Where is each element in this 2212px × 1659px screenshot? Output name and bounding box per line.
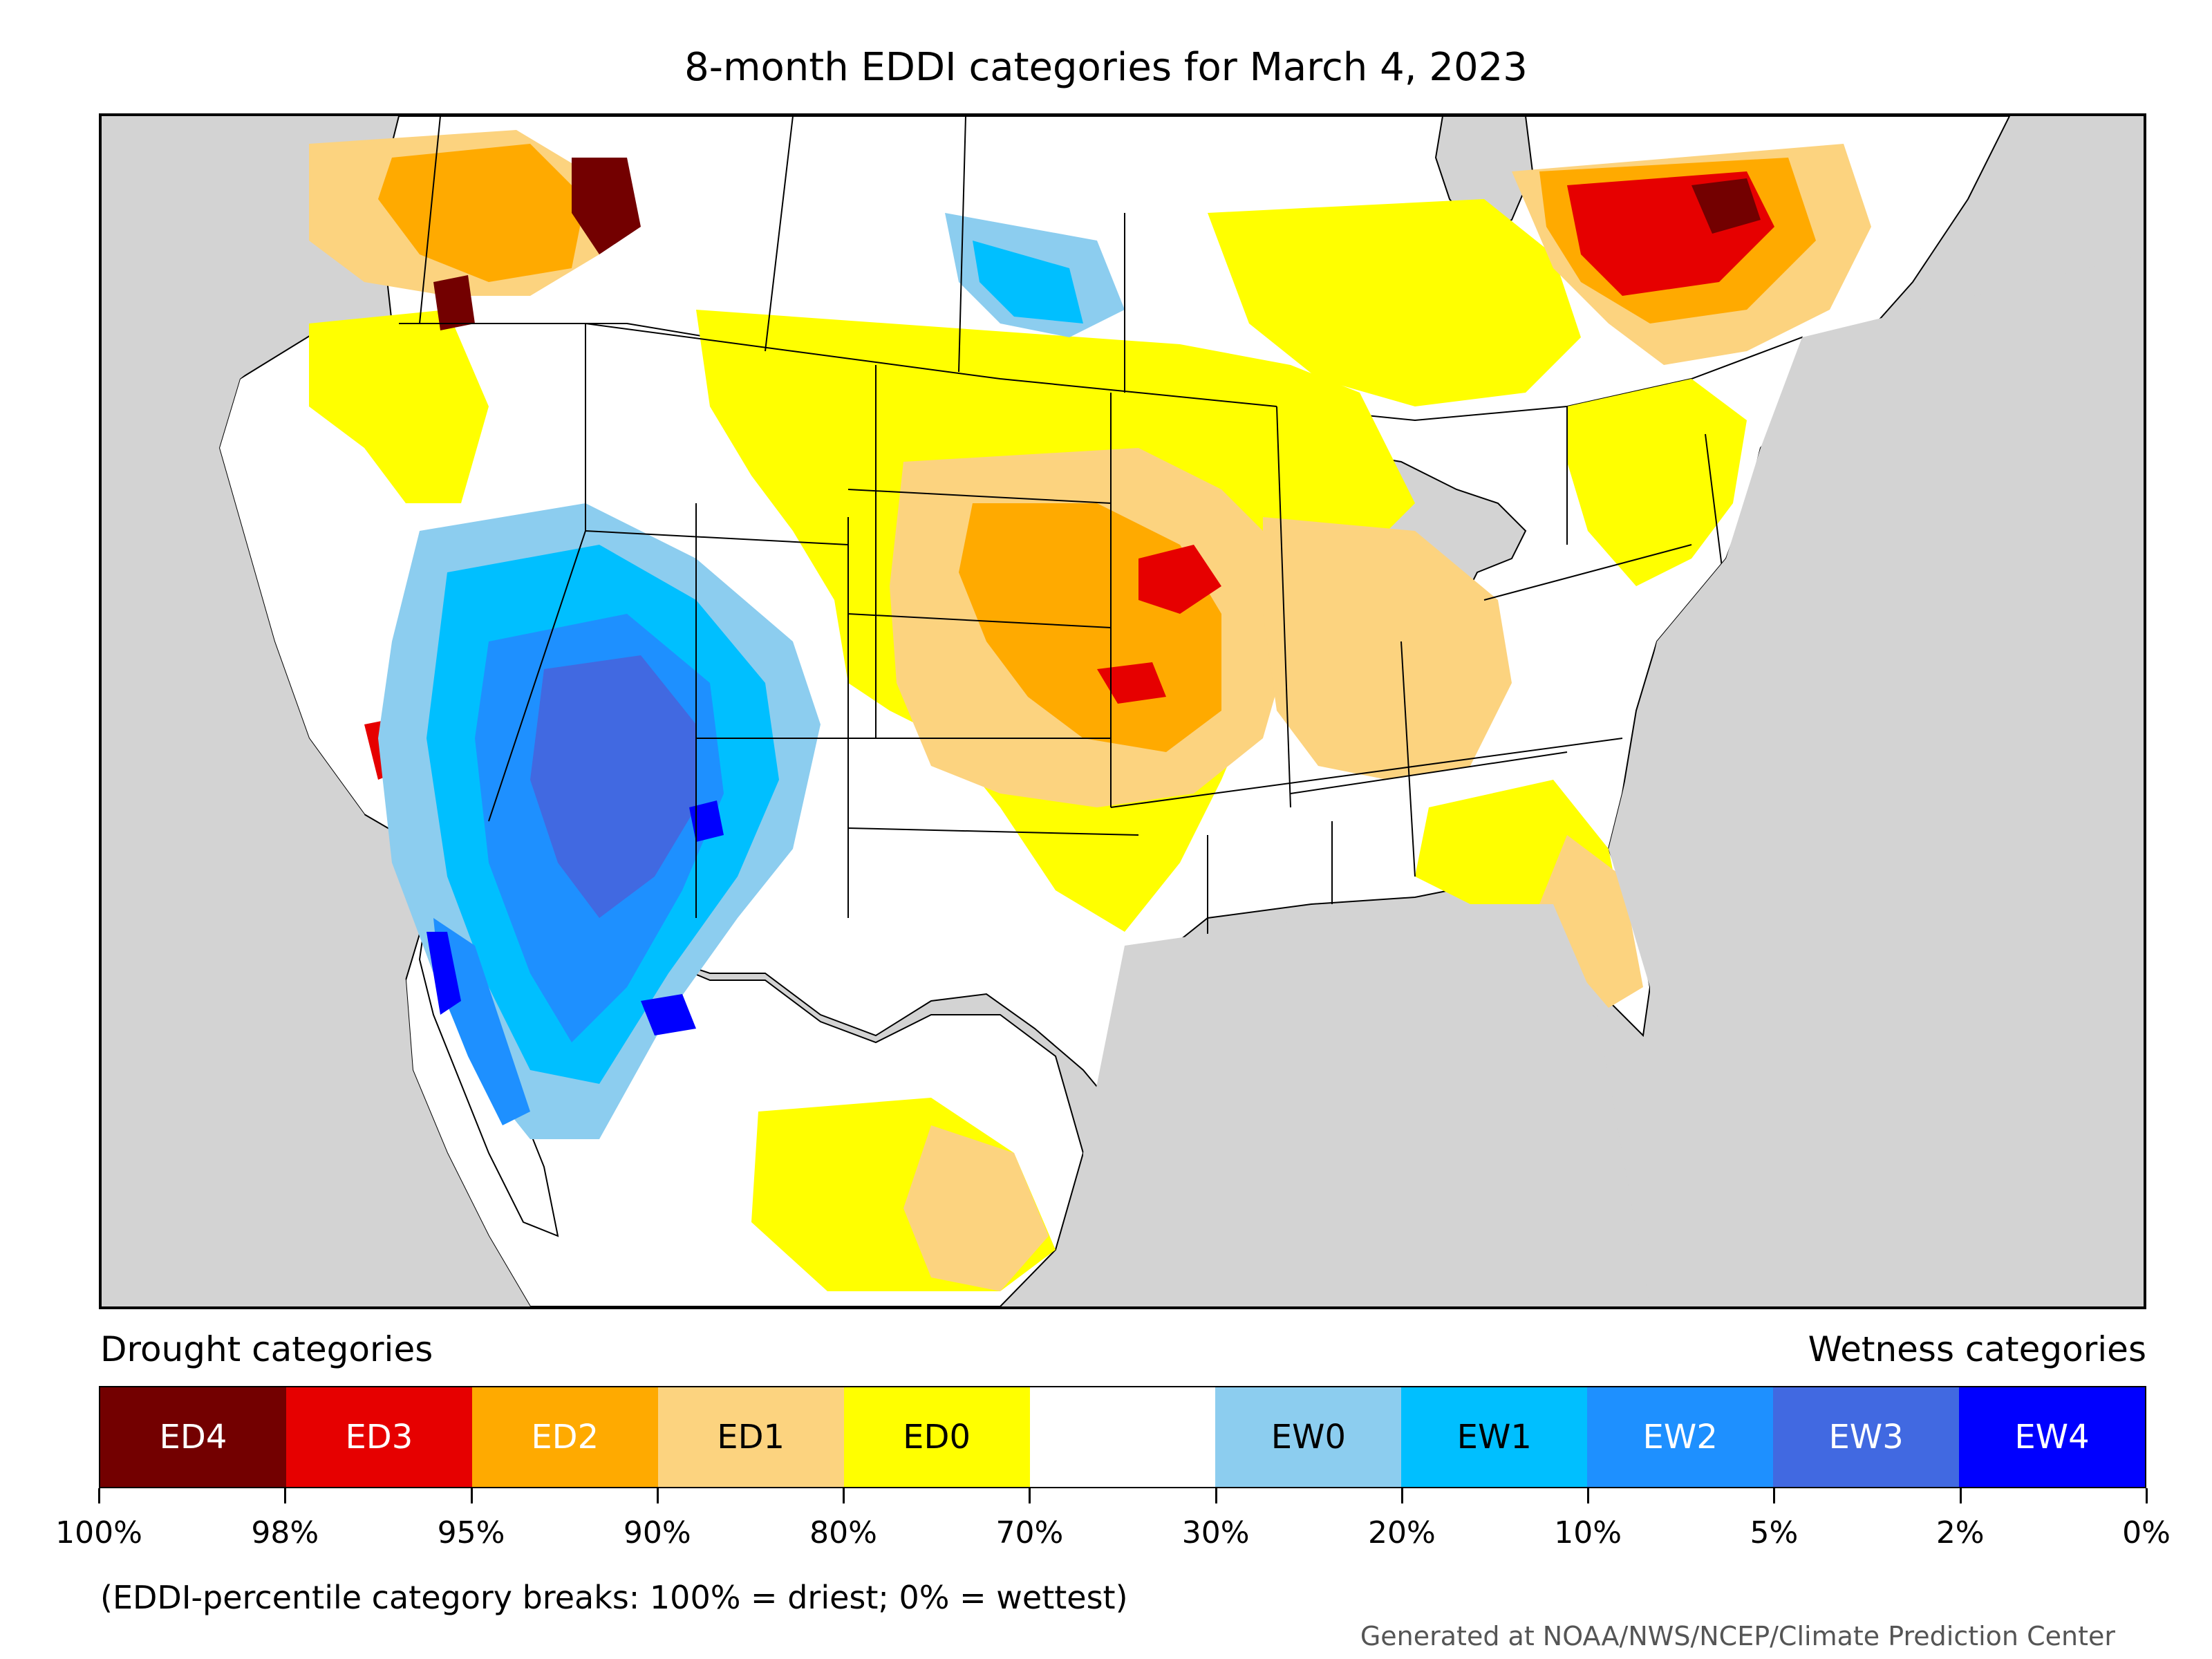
wetness-regions bbox=[378, 213, 1125, 1139]
legend-tick bbox=[470, 1488, 473, 1503]
political-borders bbox=[399, 116, 1727, 959]
legend-tick bbox=[843, 1488, 845, 1503]
percentile-note: (EDDI-percentile category breaks: 100% =… bbox=[100, 1579, 1128, 1616]
drought-categories-heading: Drought categories bbox=[100, 1329, 433, 1369]
legend-swatch-ed1: ED1 bbox=[657, 1387, 844, 1487]
ed0-west-coast bbox=[309, 310, 489, 503]
legend-swatch-ew3: EW3 bbox=[1773, 1387, 1960, 1487]
ed4-quebec bbox=[1691, 178, 1761, 234]
atlantic-ocean bbox=[1609, 254, 2144, 1306]
pacific-ocean bbox=[102, 116, 530, 1306]
legend-break-label: 98% bbox=[251, 1515, 319, 1550]
legend-swatch-ew2: EW2 bbox=[1587, 1387, 1774, 1487]
legend-break-label: 10% bbox=[1554, 1515, 1622, 1550]
legend-tick bbox=[2146, 1488, 2148, 1503]
legend-tick bbox=[656, 1488, 659, 1503]
credit-line: Generated at NOAA/NWS/NCEP/Climate Predi… bbox=[1360, 1621, 2115, 1651]
legend-swatch-ew0: EW0 bbox=[1215, 1387, 1402, 1487]
ed2-pacific-nw bbox=[378, 144, 585, 282]
legend-swatch-ed4: ED4 bbox=[100, 1387, 286, 1487]
legend-swatch-neutral bbox=[1029, 1387, 1216, 1487]
map-title: 8-month EDDI categories for March 4, 202… bbox=[684, 45, 1528, 90]
legend-swatch-ed3: ED3 bbox=[285, 1387, 472, 1487]
ed1-southeast bbox=[1539, 835, 1643, 1008]
legend-break-label: 90% bbox=[623, 1515, 691, 1550]
eddi-map bbox=[99, 113, 2146, 1309]
ew4-california bbox=[427, 932, 461, 1015]
legend-tick bbox=[1587, 1488, 1590, 1503]
gulf-of-mexico bbox=[1083, 904, 1650, 1306]
legend-swatch-ew1: EW1 bbox=[1401, 1387, 1588, 1487]
legend-tick bbox=[1029, 1488, 1031, 1503]
legend-colorbar: ED4 ED3 ED2 ED1 ED0 EW0 EW1 EW2 EW3 EW4 bbox=[99, 1386, 2146, 1488]
ed3-nebraska bbox=[1097, 662, 1166, 704]
legend-tick bbox=[1773, 1488, 1776, 1503]
ed3-iowa bbox=[1138, 545, 1221, 614]
ed0-canada-east bbox=[1208, 199, 1581, 406]
ew4-new-mexico bbox=[689, 800, 724, 842]
wetness-categories-heading: Wetness categories bbox=[1808, 1329, 2146, 1369]
legend-break-label: 70% bbox=[995, 1515, 1064, 1550]
legend-tick bbox=[98, 1488, 100, 1503]
ew1-saskatchewan bbox=[973, 241, 1083, 324]
legend-break-label: 2% bbox=[1936, 1515, 1985, 1550]
legend-swatch-ed0: ED0 bbox=[843, 1387, 1030, 1487]
ed1-midwest-east bbox=[1263, 517, 1512, 780]
ed4-montana bbox=[572, 158, 641, 254]
legend-tick bbox=[1215, 1488, 1217, 1503]
ew3-southwest bbox=[530, 655, 696, 918]
eddi-map-canvas bbox=[102, 116, 2144, 1306]
legend-break-label: 20% bbox=[1368, 1515, 1436, 1550]
legend-tick bbox=[284, 1488, 287, 1503]
legend-break-label: 30% bbox=[1181, 1515, 1250, 1550]
legend-break-label: 100% bbox=[55, 1515, 142, 1550]
ed1-texas bbox=[903, 1125, 1049, 1291]
legend-break-label: 95% bbox=[437, 1515, 505, 1550]
ew4-arizona bbox=[641, 994, 696, 1035]
ed4-oregon bbox=[433, 275, 475, 330]
ed0-northeast bbox=[1567, 379, 1747, 586]
legend-tick bbox=[1400, 1488, 1403, 1503]
ew2-baja bbox=[433, 918, 530, 1125]
legend-swatch-ew4: EW4 bbox=[1959, 1387, 2145, 1487]
legend-break-label: 5% bbox=[1750, 1515, 1799, 1550]
legend-break-label: 80% bbox=[809, 1515, 877, 1550]
legend-tick bbox=[1959, 1488, 1962, 1503]
legend-swatch-ed2: ED2 bbox=[471, 1387, 658, 1487]
legend-break-label: 0% bbox=[2122, 1515, 2171, 1550]
